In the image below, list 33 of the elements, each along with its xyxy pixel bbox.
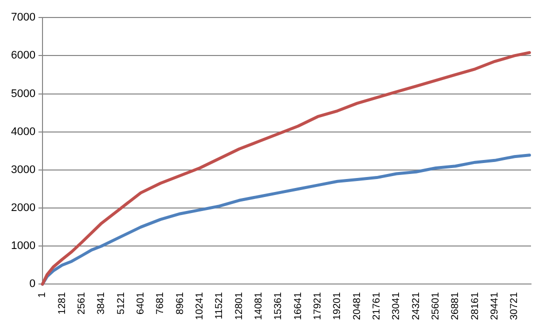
x-tick-label: 16641 (292, 292, 304, 320)
y-tick-label: 6000 (10, 50, 36, 62)
x-tick-label: 20481 (352, 292, 363, 320)
x-tick-label: 12801 (234, 292, 245, 320)
x-tick-label: 17921 (312, 292, 324, 320)
x-tick-label: 14081 (254, 292, 265, 320)
x-tick-label: 15361 (273, 292, 284, 320)
x-tick-label: 21761 (372, 292, 383, 320)
x-tick-label: 28161 (470, 292, 481, 320)
y-tick-label: 1000 (10, 240, 36, 252)
x-tick-label: 24321 (410, 292, 422, 320)
x-tick-label: 5121 (116, 292, 127, 314)
x-tick-label: 25601 (430, 292, 442, 320)
y-tick-label: 3000 (10, 164, 36, 176)
y-tick-label: 4000 (10, 126, 36, 138)
x-tick-label: 3841 (96, 292, 108, 314)
x-tick-label: 7681 (155, 292, 166, 314)
y-tick-label: 5000 (10, 88, 36, 100)
y-tick-label: 0 (29, 278, 36, 290)
x-tick-label: 19201 (332, 292, 344, 320)
x-tick-label: 10241 (194, 292, 206, 320)
x-tick-label: 23041 (391, 292, 402, 320)
x-tick-label: 8961 (174, 292, 186, 314)
x-tick-label: 6401 (136, 292, 147, 314)
x-tick-label: 1281 (56, 292, 68, 314)
x-tick-label: 26881 (450, 292, 462, 320)
x-tick-label: 30721 (509, 292, 520, 320)
x-tick-label: 11521 (214, 292, 226, 320)
y-tick-label: 2000 (10, 202, 36, 214)
y-tick-label: 7000 (10, 12, 36, 24)
x-tick-label: 29441 (490, 292, 501, 320)
x-tick-label: 2561 (76, 292, 88, 314)
x-tick-label: 1 (37, 292, 48, 298)
